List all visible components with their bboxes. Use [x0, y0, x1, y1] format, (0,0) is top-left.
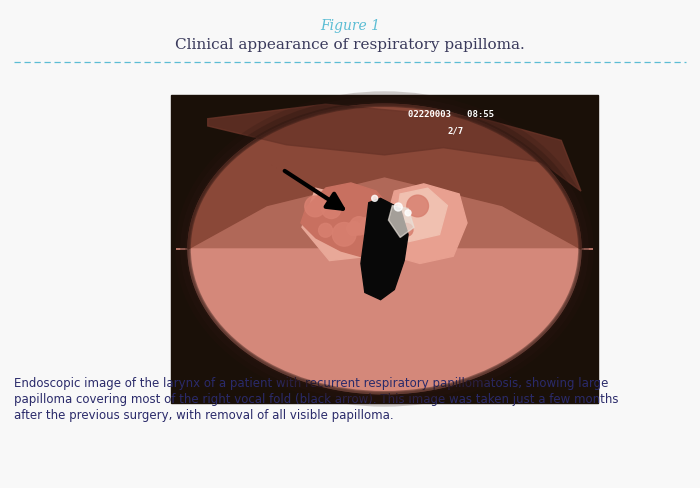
Circle shape — [350, 217, 368, 235]
Polygon shape — [396, 188, 447, 242]
Text: Endoscopic image of the larynx of a patient with recurrent respiratory papilloma: Endoscopic image of the larynx of a pati… — [14, 378, 608, 390]
Polygon shape — [188, 104, 581, 249]
Polygon shape — [208, 104, 581, 191]
Circle shape — [304, 196, 326, 217]
Circle shape — [372, 195, 378, 202]
Polygon shape — [176, 249, 593, 394]
Text: 2/7: 2/7 — [447, 126, 463, 135]
Text: 02220003   08:55: 02220003 08:55 — [408, 110, 494, 119]
Text: Clinical appearance of respiratory papilloma.: Clinical appearance of respiratory papil… — [175, 38, 525, 52]
Polygon shape — [302, 188, 379, 261]
Polygon shape — [301, 183, 391, 258]
Circle shape — [318, 224, 332, 237]
Circle shape — [400, 224, 413, 236]
Text: after the previous surgery, with removal of all visible papilloma.: after the previous surgery, with removal… — [14, 409, 393, 423]
Circle shape — [332, 223, 356, 246]
Circle shape — [381, 204, 395, 219]
Circle shape — [407, 195, 428, 217]
Polygon shape — [188, 104, 581, 394]
Polygon shape — [384, 184, 467, 264]
Text: Figure 1: Figure 1 — [320, 19, 380, 33]
Text: papilloma covering most of the right vocal fold (black arrow). This image was ta: papilloma covering most of the right voc… — [14, 393, 619, 407]
Circle shape — [394, 203, 402, 211]
Circle shape — [369, 218, 385, 234]
Bar — [171, 95, 598, 403]
Polygon shape — [389, 205, 414, 238]
Circle shape — [360, 217, 379, 236]
Circle shape — [346, 222, 361, 236]
Polygon shape — [361, 198, 408, 300]
Circle shape — [391, 211, 403, 224]
Circle shape — [322, 200, 341, 219]
Circle shape — [405, 210, 411, 216]
